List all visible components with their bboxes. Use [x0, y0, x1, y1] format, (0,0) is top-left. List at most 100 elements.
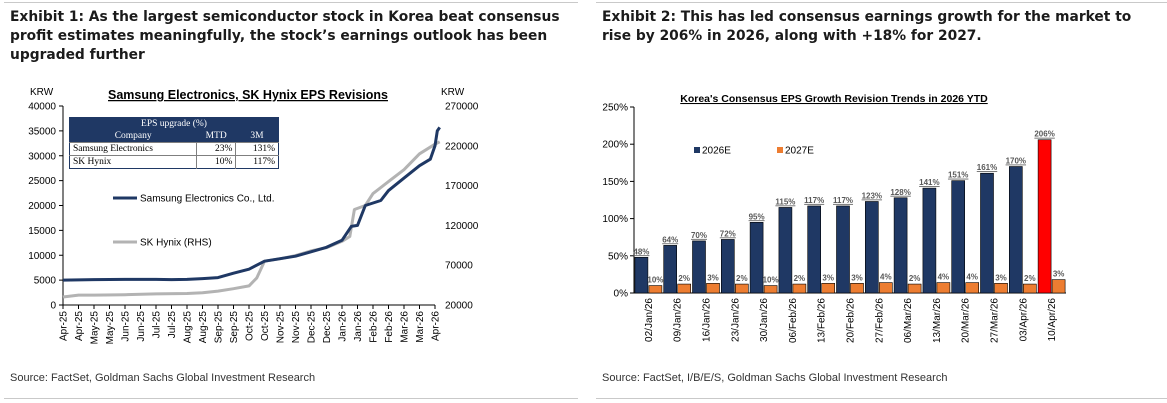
x-tick-label: Jul-25 — [152, 311, 163, 339]
chart-title: Samsung Electronics, SK Hynix EPS Revisi… — [108, 88, 388, 102]
x-tick-label: Dec-25 — [322, 311, 333, 344]
bar-2027e — [965, 282, 980, 294]
y-axis-label-left: KRW — [30, 87, 54, 98]
exhibit-1-panel: Exhibit 1: As the largest semiconductor … — [0, 0, 578, 403]
x-tick-label: Apr-25 — [59, 311, 70, 341]
bar-2026e — [634, 256, 649, 294]
y-tick-label: 0% — [614, 289, 629, 300]
x-tick-label: 03/Apr/26 — [1018, 298, 1029, 342]
data-label-2027e: 3% — [822, 273, 834, 282]
x-tick-label: Apr-25 — [74, 311, 85, 341]
x-tick-label: Oct-25 — [260, 311, 271, 341]
x-tick-label: 09/Jan/26 — [673, 298, 684, 342]
eps-growth-bar-chart: Korea's Consensus EPS Growth Revision Tr… — [602, 93, 1066, 343]
y-tick-label-right: 270000 — [445, 102, 479, 113]
bar-2027e — [763, 285, 778, 294]
data-label-2026e: 151% — [948, 171, 968, 180]
y-tick-label-left: 35000 — [28, 126, 56, 137]
legend-label-2027e: 2027E — [785, 146, 814, 157]
exhibit-2-panel: Exhibit 2: This has led consensus earnin… — [592, 0, 1167, 403]
legend-label-2026e: 2026E — [702, 146, 731, 157]
bar-2026e — [807, 205, 821, 294]
table-header-mtd: MTD — [196, 130, 236, 143]
data-label-2027e: 10% — [763, 276, 779, 285]
bar-2026e — [980, 172, 994, 294]
x-tick-label: Oct-25 — [245, 311, 256, 341]
data-label-2027e: 2% — [678, 274, 690, 283]
y-axis-label-right: KRW — [441, 87, 465, 98]
x-tick-label: 02/Jan/26 — [644, 298, 655, 342]
bar-2027e — [878, 282, 893, 294]
x-tick-label: 13/Mar/26 — [932, 298, 943, 343]
table-row: Samsung Electronics 23% 131% — [69, 142, 279, 156]
y-tick-label-left: 40000 — [28, 102, 56, 113]
bar-2026e — [721, 239, 735, 294]
data-label-2026e: 48% — [633, 247, 649, 256]
y-tick-label: 150% — [602, 177, 628, 188]
data-label-2027e: 10% — [647, 276, 663, 285]
x-tick-label: Jun-25 — [121, 311, 132, 342]
series-line-samsung — [62, 126, 441, 282]
x-tick-label: Mar-26 — [400, 311, 411, 343]
data-label-2026e: 206% — [1034, 130, 1054, 139]
data-label-2026e: 128% — [890, 188, 910, 197]
exhibit-2-source: Source: FactSet, I/B/E/S, Goldman Sachs … — [602, 372, 948, 384]
data-label-2027e: 4% — [880, 273, 892, 282]
bar-2027e — [648, 285, 663, 294]
data-label-2026e: 115% — [775, 197, 795, 206]
table-row: SK Hynix 10% 117% — [69, 155, 279, 169]
top-rule — [4, 2, 578, 3]
x-tick-label: Sep-25 — [214, 311, 225, 344]
data-label-2027e: 4% — [966, 273, 978, 282]
data-label-2027e: 2% — [794, 274, 806, 283]
x-tick-label: 20/Mar/26 — [961, 298, 972, 343]
y-tick-label: 250% — [602, 103, 628, 114]
chart-title: Korea's Consensus EPS Growth Revision Tr… — [680, 93, 988, 105]
x-tick-label: 13/Feb/26 — [817, 298, 828, 343]
bar-2027e — [821, 283, 835, 294]
exhibit-2-title: Exhibit 2: This has led consensus earnin… — [602, 9, 1132, 44]
y-tick-label: 200% — [602, 140, 628, 151]
table-title: EPS upgrade (%) — [69, 117, 279, 130]
bar-2026e — [864, 201, 879, 294]
data-label-2027e: 4% — [938, 273, 950, 282]
y-tick-label: 50% — [608, 251, 628, 262]
x-tick-label: Sep-25 — [229, 311, 240, 344]
data-label-2027e: 2% — [909, 274, 921, 283]
x-tick-label: Jan-26 — [338, 311, 349, 342]
bar-2026e — [1008, 166, 1023, 294]
data-label-2027e: 3% — [707, 273, 719, 282]
x-tick-label: May-25 — [105, 311, 116, 345]
table-cell: 10% — [195, 155, 236, 169]
data-label-2027e: 3% — [995, 273, 1007, 282]
bar-2027e — [1051, 279, 1066, 294]
data-label-2026e: 170% — [1006, 157, 1026, 166]
x-tick-label: 06/Mar/26 — [903, 298, 914, 343]
table-cell: SK Hynix — [69, 155, 197, 169]
x-tick-label: Aug-25 — [183, 311, 194, 344]
x-tick-label: 23/Jan/26 — [730, 298, 741, 342]
x-tick-label: Nov-25 — [276, 311, 287, 344]
data-label-2026e: 64% — [662, 235, 678, 244]
eps-upgrade-table: EPS upgrade (%) Company MTD 3M Samsung E… — [69, 117, 279, 169]
table-cell: Samsung Electronics — [69, 142, 197, 156]
bar-2026e — [1037, 139, 1052, 294]
bar-2027e — [907, 283, 922, 294]
x-tick-label: Mar-26 — [415, 311, 426, 343]
y-tick-label-right: 70000 — [445, 261, 473, 272]
data-label-2026e: 141% — [919, 178, 939, 187]
x-tick-label: Nov-25 — [291, 311, 302, 344]
bar-2027e — [1022, 283, 1037, 294]
bar-2027e — [677, 283, 691, 294]
data-label-2026e: 161% — [977, 163, 997, 172]
data-label-2027e: 2% — [1024, 274, 1036, 283]
exhibit-1-title: Exhibit 1: As the largest semiconductor … — [10, 9, 560, 63]
x-tick-label: Aug-25 — [198, 311, 209, 344]
bar-2026e — [749, 222, 764, 294]
y-tick-label-left: 25000 — [28, 176, 56, 187]
exhibit-1-source: Source: FactSet, Goldman Sachs Global In… — [10, 372, 316, 384]
data-label-2026e: 72% — [720, 229, 736, 238]
bar-2026e — [663, 245, 677, 294]
bar-2026e — [893, 197, 908, 294]
y-tick-label-right: 20000 — [445, 301, 473, 312]
